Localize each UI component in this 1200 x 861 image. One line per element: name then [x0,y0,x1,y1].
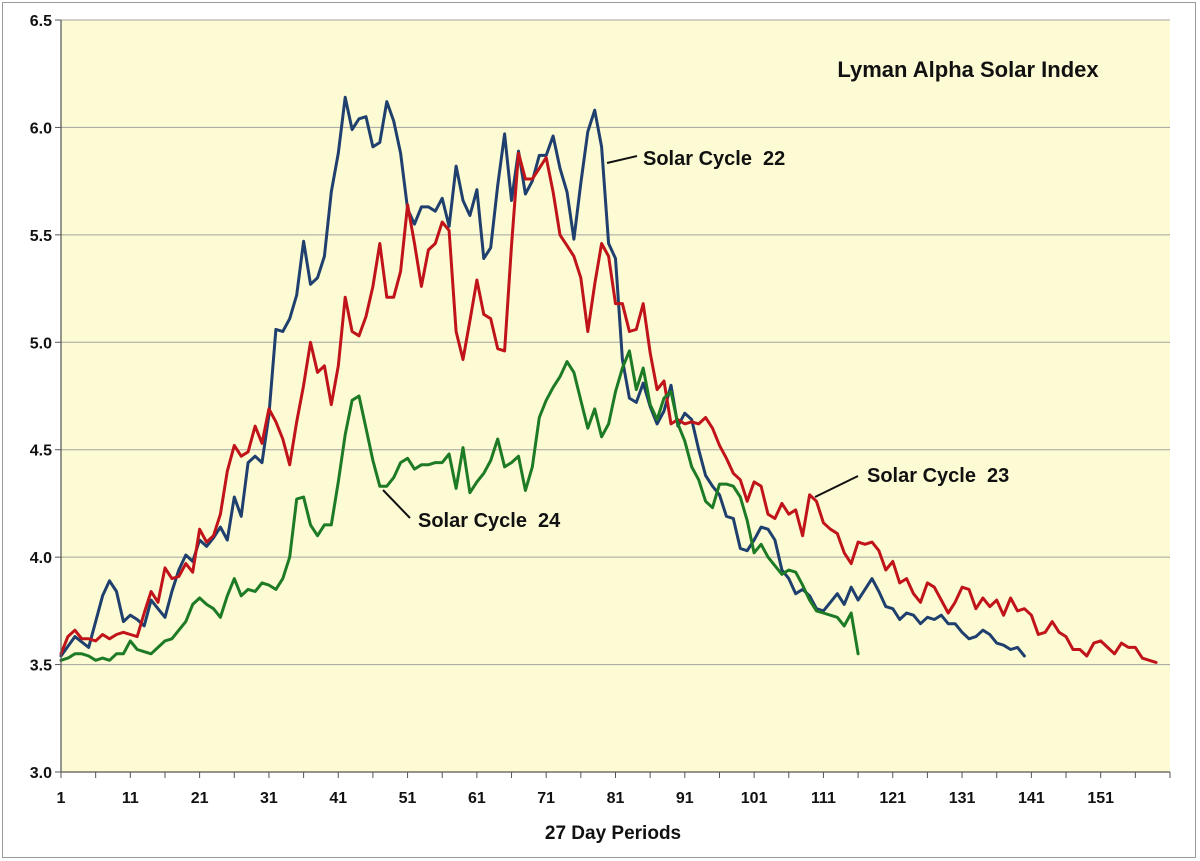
x-tick-label: 21 [191,790,209,807]
series-line-2 [59,151,1158,664]
y-tick-label: 5.0 [30,335,52,352]
y-tick-label: 4.5 [30,443,52,460]
y-tick-label: 6.5 [30,13,52,30]
chart-title: Lyman Alpha Solar Index [837,57,1099,82]
series-line-3 [59,349,860,662]
x-tick-label: 141 [1018,790,1045,807]
y-tick-label: 6.0 [30,120,52,137]
annotation-leader [382,489,411,519]
x-tick-label: 111 [811,790,836,807]
x-tick-label: 61 [468,790,486,807]
y-tick-label: 3.5 [30,658,52,675]
annotations: Solar Cycle 22 Solar Cycle 23 Solar Cycle … [382,148,1009,532]
x-tick-label: 151 [1087,790,1114,807]
annotation-label: Solar Cycle 22 [643,148,785,170]
y-tick-label: 4.0 [30,550,52,567]
grid-lines [61,19,1170,666]
x-axis-label: 27 Day Periods [545,823,681,844]
x-tick-label: 1 [57,790,66,807]
x-tick-label: 41 [329,790,347,807]
x-tick-label: 101 [741,790,768,807]
y-tick-label: 5.5 [30,228,52,245]
annotation-leader [814,475,859,498]
annotation-label: Solar Cycle 23 [867,465,1009,487]
x-tick-label: 71 [537,790,555,807]
x-tick-label: 51 [399,790,417,807]
x-tick-label: 91 [676,790,694,807]
x-tick-label: 11 [122,790,139,807]
series-line-1 [59,95,1026,658]
annotation-leader [606,155,638,164]
x-tick-label: 31 [260,790,278,807]
x-tick-label: 81 [607,790,625,807]
annotation-label: Solar Cycle 24 [418,510,561,532]
series-layer [59,95,1158,664]
x-tick-label: 121 [879,790,906,807]
y-tick-label: 3.0 [30,765,52,782]
x-tick-label: 131 [949,790,976,807]
tick-labels: 3.03.54.04.55.05.56.06.51 11 21 31 41 51 61 71 8… [30,13,1171,807]
